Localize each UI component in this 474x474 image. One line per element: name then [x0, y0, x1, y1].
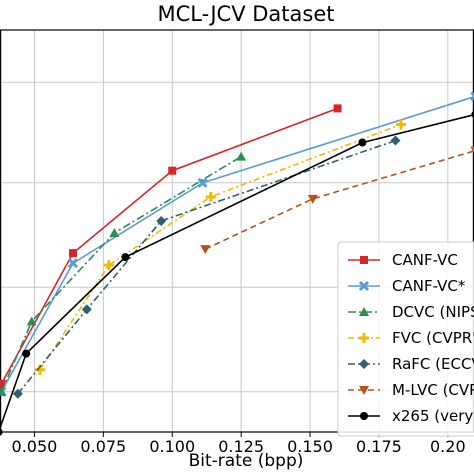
series-layer — [0, 91, 474, 436]
legend-marker — [359, 386, 369, 395]
series-line — [17, 139, 396, 395]
legend-label: CANF-VC* — [392, 277, 466, 295]
plot-frame — [0, 29, 474, 433]
data-point — [81, 304, 92, 315]
legend-entry: x265 (veryslow) — [348, 407, 474, 425]
legend-entry: CANF-VC* — [348, 277, 466, 295]
data-point — [197, 177, 208, 188]
data-point — [358, 138, 367, 147]
x-tick-label: 0.075 — [80, 437, 126, 456]
x-ticks: 0.050 0.075 0.100 0.125 0.150 0.175 0.20 — [12, 432, 466, 456]
x-tick-label: 0.050 — [12, 437, 58, 456]
series-line — [0, 155, 242, 393]
data-point — [333, 104, 342, 113]
data-point — [205, 191, 216, 202]
legend-entry: M-LVC (CVPR'20) — [348, 381, 474, 399]
data-point — [471, 110, 474, 119]
legend-entry: CANF-VC — [348, 251, 458, 269]
x-axis-label: Bit-rate (bpp) — [189, 451, 304, 471]
series-line — [0, 107, 338, 385]
data-point — [0, 379, 6, 388]
legend-marker — [359, 307, 369, 316]
data-point — [67, 258, 79, 269]
grid — [0, 30, 474, 432]
chart-title: MCL-JCV Dataset — [158, 2, 335, 26]
data-point — [470, 91, 474, 102]
series-0 — [0, 104, 342, 388]
legend-entry: RaFC (ECCV'20) — [348, 355, 474, 373]
legend-label: DCVC (NIPS'21) — [392, 303, 474, 321]
series-4 — [12, 135, 401, 399]
legend-marker — [359, 359, 369, 369]
x-tick-label: 0.150 — [287, 437, 333, 456]
legend-label: FVC (CVPR'21) — [392, 329, 474, 347]
legend-marker — [360, 412, 368, 420]
data-point — [200, 245, 211, 255]
series-line — [0, 95, 474, 393]
data-point — [103, 260, 114, 271]
legend-marker — [359, 333, 369, 343]
x-tick-label: 0.125 — [218, 437, 264, 456]
data-point — [12, 388, 23, 399]
legend-marker — [358, 280, 370, 292]
data-point — [395, 119, 406, 130]
data-point — [26, 316, 37, 326]
data-point — [390, 135, 401, 146]
series-6 — [0, 110, 474, 436]
legend-label: RaFC (ECCV'20) — [392, 355, 474, 373]
data-point — [470, 146, 474, 154]
x-tick-label: 0.175 — [356, 437, 402, 456]
data-point — [109, 228, 120, 238]
legend-label: x265 (veryslow) — [392, 407, 474, 425]
legend-marker — [360, 256, 368, 264]
legend: CANF-VC CANF-VC* DCVC (NIPS'21) FVC (CVPR'2… — [337, 241, 474, 437]
data-point — [22, 349, 31, 358]
series-line — [204, 150, 474, 250]
x-tick-label: 0.100 — [149, 437, 195, 456]
series-line — [39, 123, 402, 371]
legend-box — [337, 241, 474, 437]
data-point — [0, 428, 3, 436]
data-point — [69, 249, 78, 258]
data-point — [168, 166, 177, 175]
series-2 — [0, 151, 247, 396]
data-point — [307, 194, 318, 204]
x-tick-label: 0.20 — [430, 437, 466, 456]
series-5 — [200, 146, 474, 255]
legend-label: CANF-VC — [392, 251, 458, 269]
data-point — [121, 253, 130, 262]
legend-entry: FVC (CVPR'21) — [348, 329, 474, 347]
data-point — [0, 386, 7, 396]
data-point — [156, 215, 167, 226]
legend-label: M-LVC (CVPR'20) — [392, 381, 474, 399]
legend-entry: DCVC (NIPS'21) — [348, 303, 474, 321]
data-point — [236, 151, 247, 161]
